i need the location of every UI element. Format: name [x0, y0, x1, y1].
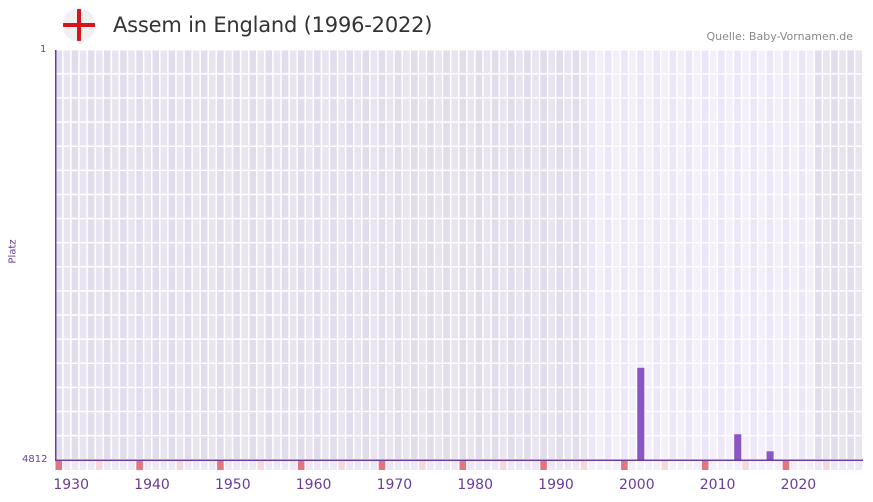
bar-chart — [55, 50, 863, 470]
x-tick-2010: 2010 — [699, 477, 736, 493]
decade-marker — [378, 461, 386, 470]
decade-marker — [297, 461, 305, 470]
decade-marker — [55, 461, 63, 470]
x-tick-2000: 2000 — [618, 477, 655, 493]
x-tick-1980: 1980 — [457, 477, 494, 493]
bar-2000 — [637, 367, 645, 460]
y-axis-title: Platz — [7, 239, 19, 264]
source-label: Quelle: Baby-Vornamen.de — [706, 30, 853, 43]
bar-2012 — [734, 434, 742, 460]
y-axis-bottom-label: 4812 — [22, 454, 48, 465]
england-flag-icon — [63, 9, 95, 41]
x-tick-1960: 1960 — [295, 477, 332, 493]
y-axis-top-label: 1 — [40, 44, 47, 55]
x-tick-1950: 1950 — [214, 477, 251, 493]
decade-marker — [540, 461, 547, 470]
decade-marker — [459, 461, 467, 470]
x-axis-line — [55, 459, 863, 461]
decade-marker — [782, 461, 790, 470]
chart-title: Assem in England (1996-2022) — [113, 13, 433, 37]
x-tick-1930: 1930 — [53, 477, 90, 493]
decade-marker — [701, 461, 709, 470]
x-tick-2020: 2020 — [780, 477, 817, 493]
y-axis-line — [55, 50, 57, 460]
decade-marker — [621, 461, 628, 470]
x-tick-1970: 1970 — [376, 477, 413, 493]
x-tick-1940: 1940 — [134, 477, 170, 493]
bar-2016 — [766, 451, 774, 460]
plot-area — [55, 50, 863, 470]
decade-marker — [136, 461, 143, 470]
decade-marker — [217, 461, 224, 470]
x-tick-1990: 1990 — [538, 477, 574, 493]
